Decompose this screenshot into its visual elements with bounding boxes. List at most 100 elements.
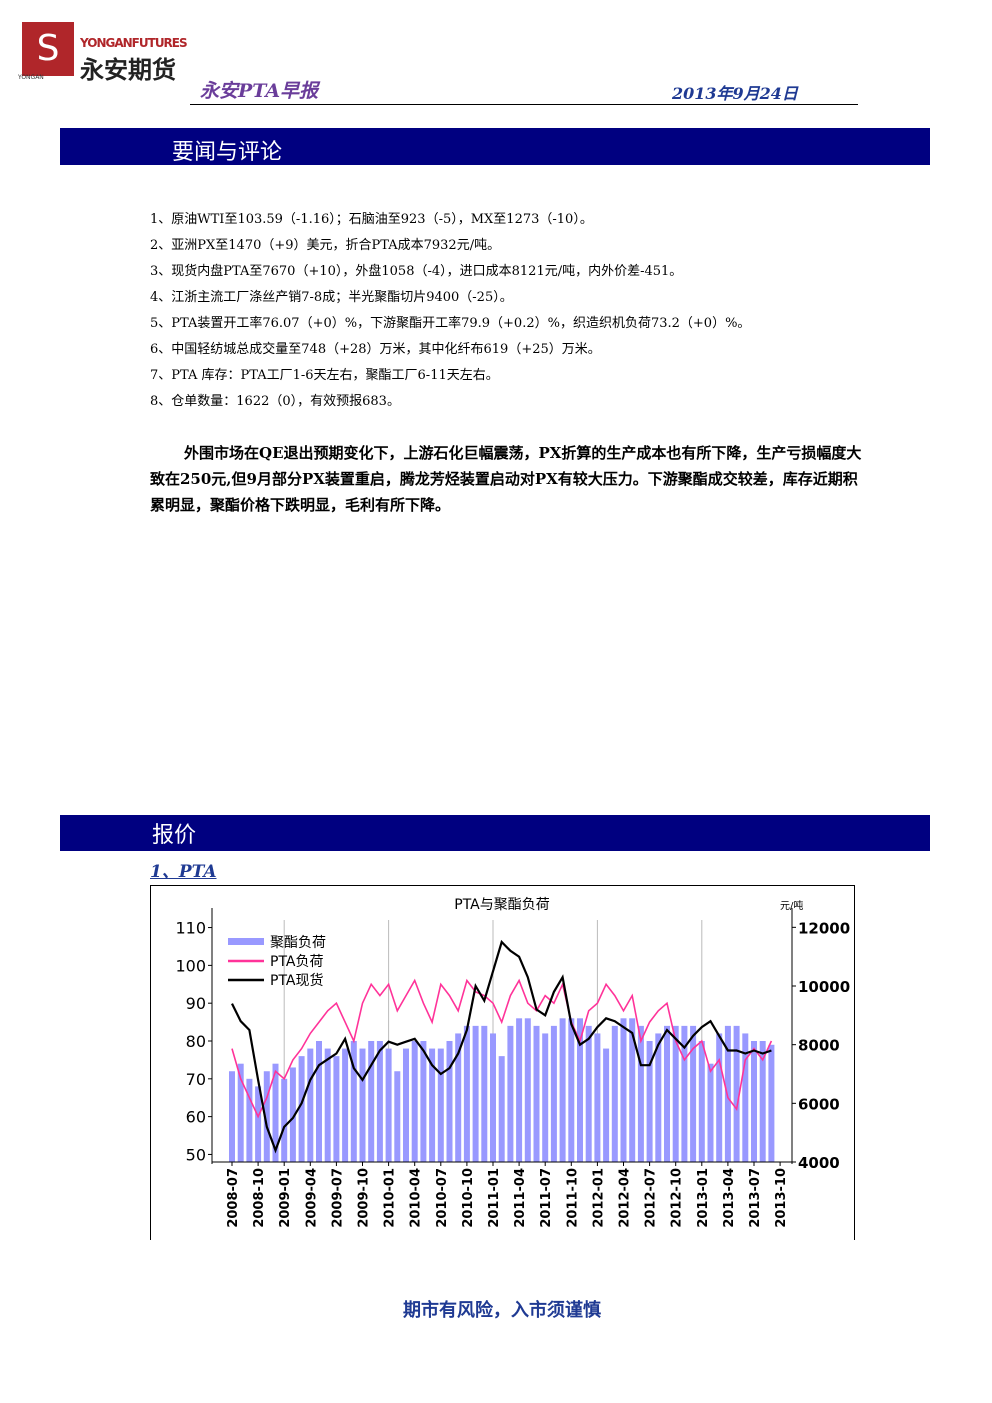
bar [289, 1067, 296, 1162]
x-tick-label: 2013-04 [722, 1168, 737, 1228]
bar [281, 1078, 288, 1162]
x-tick-label: 2011-07 [539, 1168, 554, 1228]
bar [507, 1025, 514, 1162]
bar [516, 1018, 523, 1162]
report-title: 永安PTA早报 [200, 80, 319, 102]
bar [472, 1025, 479, 1162]
news-item: 6、中国轻纺城总成交量至748（+28）万米，其中化纤布619（+25）万米。 [150, 342, 601, 357]
bar [342, 1048, 349, 1162]
subsection-title: 1、PTA [150, 862, 217, 882]
bar [690, 1025, 697, 1162]
y-tick-label: 70 [186, 1070, 206, 1089]
bar [490, 1033, 496, 1162]
y2-axis-label: 元/吨 [780, 899, 803, 912]
bar [681, 1025, 688, 1162]
section-title: 报价 [152, 823, 197, 848]
bar [446, 1041, 453, 1162]
bar [716, 1033, 723, 1162]
bar [376, 1041, 383, 1162]
y2-tick-label: 10000 [798, 978, 850, 996]
logo-cn: 永安期货 [80, 56, 176, 84]
bar [368, 1041, 375, 1162]
bar [481, 1025, 488, 1162]
section-band: 报价 [60, 815, 930, 851]
x-tick-label: 2009-01 [278, 1168, 293, 1228]
bar [498, 1056, 505, 1162]
news-item: 4、江浙主流工厂涤丝产销7-8成；半光聚酯切片9400（-25）。 [150, 290, 513, 305]
x-tick-label: 2012-04 [618, 1168, 633, 1228]
x-tick-label: 2012-01 [591, 1168, 606, 1228]
bar [724, 1025, 731, 1162]
bar [733, 1025, 740, 1162]
y2-tick-label: 6000 [798, 1095, 840, 1113]
chart-title: PTA与聚酯负荷 [454, 897, 549, 913]
bar [550, 1025, 557, 1162]
x-tick-label: 2011-10 [565, 1168, 580, 1228]
bar [411, 1041, 418, 1162]
bar [307, 1048, 314, 1162]
bar [664, 1025, 670, 1162]
header-rule [190, 104, 858, 105]
x-tick-label: 2011-04 [513, 1168, 528, 1228]
legend-label: PTA现货 [270, 972, 323, 989]
footer: 期市有风险，入市须谨慎 [403, 1300, 601, 1321]
news-item: 5、PTA装置开工率76.07（+0）%，下游聚酯开工率79.9（+0.2）%，… [150, 316, 751, 331]
bar [350, 1041, 357, 1162]
bar [629, 1018, 636, 1162]
line-series [231, 939, 772, 1154]
section-title: 要闻与评论 [172, 140, 283, 165]
bar [594, 1033, 601, 1162]
logo-en: YONGANFUTURES [80, 36, 188, 50]
bar [463, 1025, 470, 1162]
news-item: 8、仓单数量：1622（0），有效预报683。 [150, 394, 400, 409]
section-band: 要闻与评论 [60, 128, 930, 165]
news-item: 2、亚洲PX至1470（+9）美元，折合PTA成本7932元/吨。 [150, 238, 501, 253]
bar [455, 1033, 462, 1162]
y2-tick-label: 4000 [798, 1154, 840, 1172]
bar [672, 1025, 679, 1162]
bar [577, 1018, 583, 1162]
logo-side: YONGAN [18, 74, 44, 81]
legend-label: 聚酯负荷 [270, 935, 326, 951]
x-tick-label: 2011-01 [487, 1168, 502, 1228]
bar [646, 1041, 653, 1162]
bar [585, 1025, 592, 1162]
y2-tick-label: 8000 [798, 1037, 840, 1055]
bar [751, 1041, 757, 1162]
line-series [231, 978, 773, 1119]
bar [429, 1048, 436, 1162]
bar [403, 1048, 409, 1162]
y-tick-label: 60 [186, 1108, 206, 1127]
bar [359, 1048, 366, 1162]
news-item: 7、PTA 库存：PTA工厂1-6天左右，聚酯工厂6-11天左右。 [150, 368, 499, 383]
bar [524, 1018, 531, 1162]
y2-tick-label: 12000 [798, 919, 850, 937]
bar [316, 1041, 322, 1162]
bar [533, 1025, 540, 1162]
bar [559, 1018, 566, 1162]
y-tick-label: 80 [186, 1032, 206, 1051]
x-tick-label: 2013-07 [748, 1168, 763, 1228]
bar [333, 1056, 340, 1162]
x-tick-label: 2010-01 [383, 1168, 398, 1228]
bar [542, 1033, 549, 1162]
bar [437, 1048, 444, 1162]
bar [324, 1048, 331, 1162]
bar [229, 1071, 235, 1162]
legend-label: PTA负荷 [270, 954, 323, 970]
bar [255, 1086, 262, 1162]
bar [620, 1018, 627, 1162]
bar [246, 1078, 253, 1162]
bar [298, 1056, 305, 1162]
x-tick-label: 2008-10 [252, 1168, 267, 1228]
bar [698, 1041, 705, 1162]
bar [707, 1063, 714, 1162]
bar [263, 1071, 270, 1162]
bar [568, 1018, 575, 1162]
x-tick-label: 2010-04 [409, 1168, 424, 1228]
legend-swatch [228, 938, 264, 945]
report-date: 2013年9月24日 [672, 84, 798, 103]
news-item: 3、现货内盘PTA至7670（+10），外盘1058（-4），进口成本8121元… [150, 264, 683, 279]
x-tick-label: 2012-10 [670, 1168, 685, 1228]
